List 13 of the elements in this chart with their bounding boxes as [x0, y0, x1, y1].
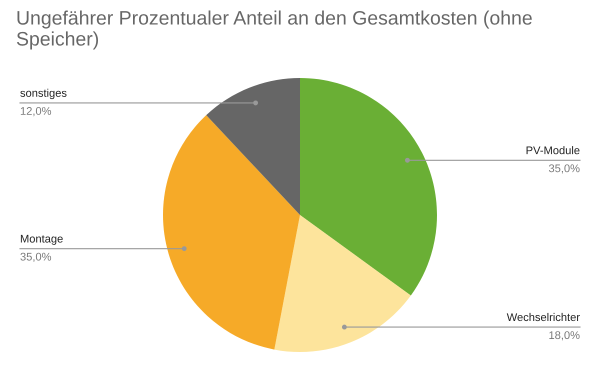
pie-slice [163, 115, 300, 350]
pie-slice [206, 78, 300, 215]
data-label: 18,0% [549, 331, 580, 340]
chart-title: Ungefährer Prozentualer Anteil an den Gesamtkosten (ohne Speicher) [16, 10, 532, 50]
pie-slice [300, 78, 437, 296]
data-label: 35,0% [20, 252, 52, 262]
slice-label: Montage [20, 234, 63, 245]
data-label: 35,0% [548, 164, 580, 174]
slice-label: Wechselrichter [506, 312, 580, 322]
slice-label: sonstiges [20, 88, 67, 100]
data-label: 12,0% [20, 107, 52, 116]
pie-slice [274, 215, 411, 352]
slice-label: PV-Module [526, 146, 580, 154]
